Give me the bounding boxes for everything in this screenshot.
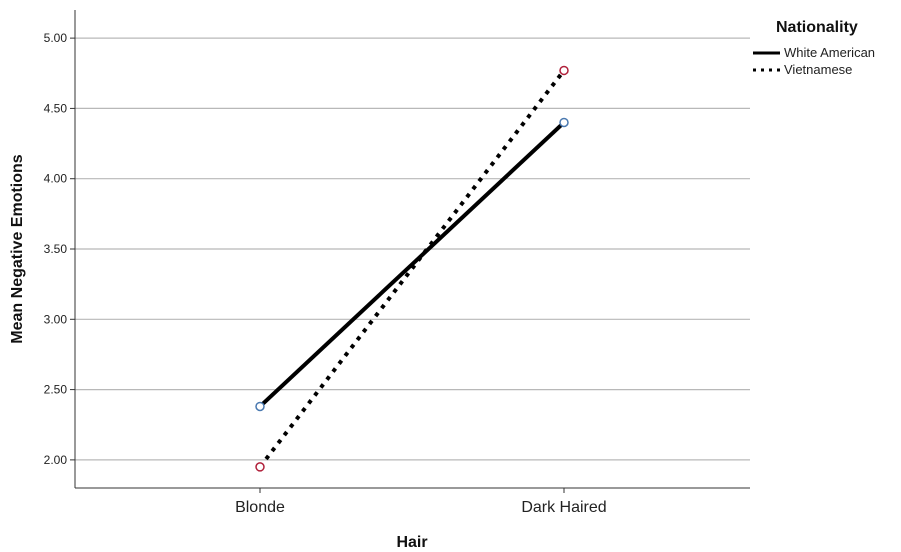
- y-tick-label: 2.00: [44, 453, 68, 467]
- y-tick-label: 5.00: [44, 31, 68, 45]
- legend: Nationality White American Vietnamese: [753, 19, 875, 77]
- data-point: [559, 117, 569, 128]
- y-tick-label: 4.50: [44, 101, 68, 115]
- legend-title: Nationality: [776, 19, 858, 36]
- y-tick-label: 4.00: [44, 172, 68, 186]
- series-line-vietnamese: [258, 69, 566, 469]
- series-layer: [255, 65, 569, 472]
- x-tick-labels: Blonde Dark Haired: [235, 488, 607, 516]
- y-tick-label: 3.00: [44, 312, 68, 326]
- legend-label: White American: [784, 45, 875, 60]
- x-tick-label: Dark Haired: [521, 499, 606, 516]
- x-tick-label: Blonde: [235, 499, 285, 516]
- y-tick-labels: 2.00 2.50 3.00 3.50 4.00 4.50 5.00: [44, 31, 68, 467]
- y-tick-label: 2.50: [44, 383, 68, 397]
- legend-items: White American Vietnamese: [753, 45, 875, 77]
- y-tick-label: 3.50: [44, 242, 68, 256]
- legend-label: Vietnamese: [784, 62, 852, 77]
- grid-layer: [70, 37, 750, 461]
- x-axis-title: Hair: [396, 534, 427, 551]
- series-line-white-american: [258, 121, 566, 408]
- data-point: [255, 462, 265, 472]
- y-axis-title: Mean Negative Emotions: [9, 154, 26, 343]
- data-point: [559, 65, 569, 76]
- data-point: [255, 401, 265, 412]
